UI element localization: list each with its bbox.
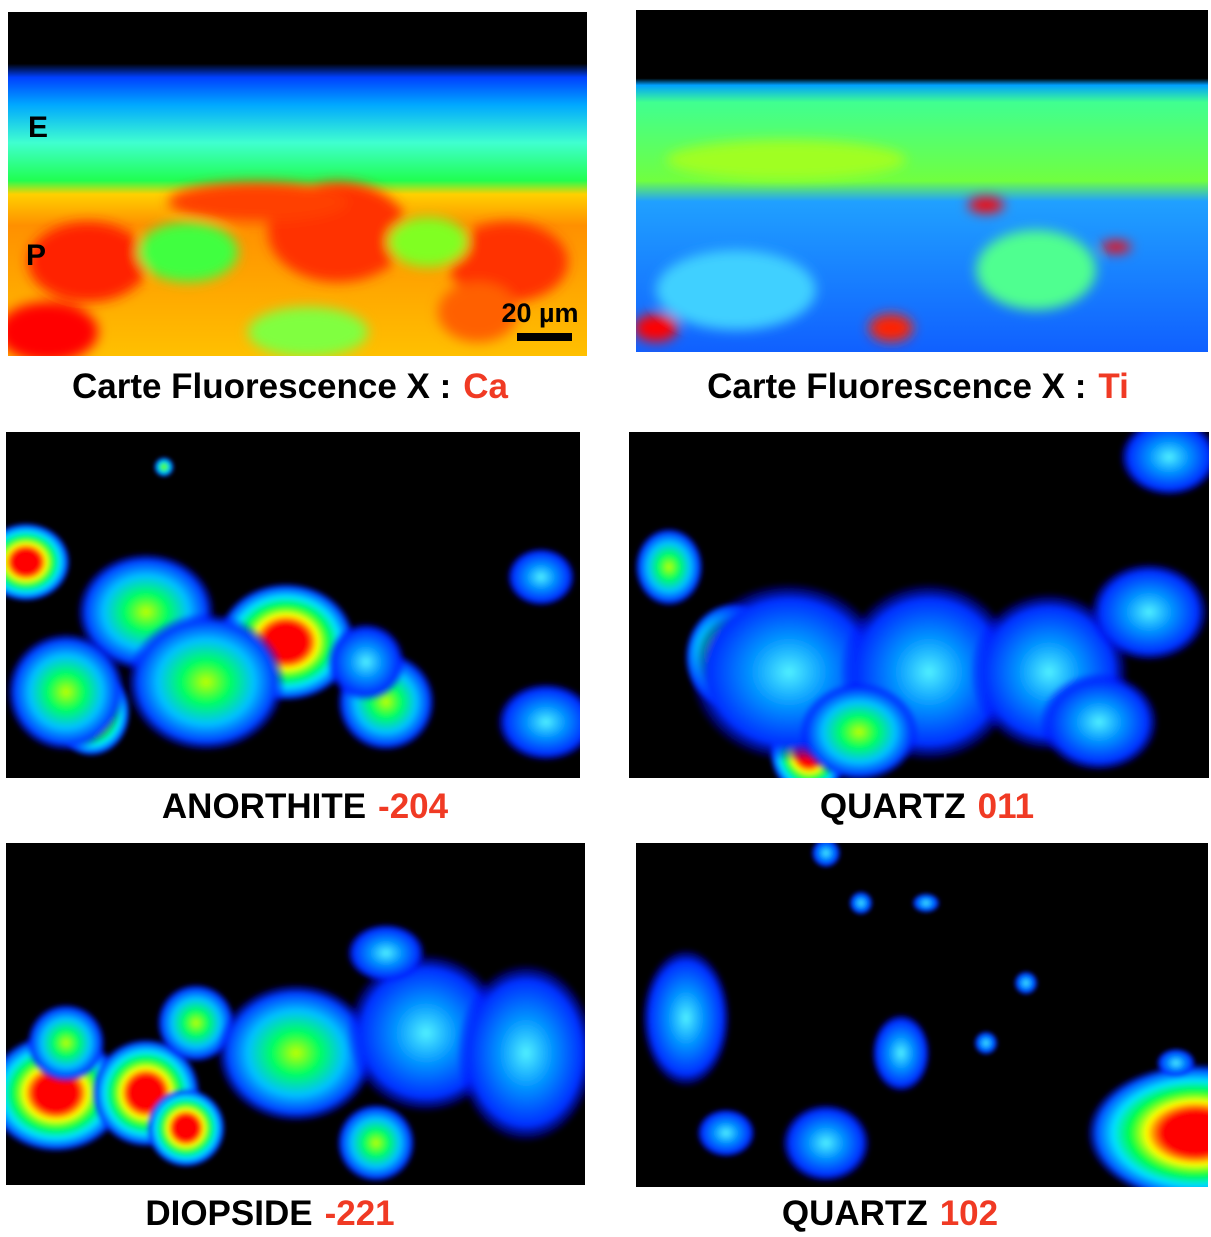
blob xyxy=(799,682,919,778)
blob xyxy=(1089,562,1209,662)
caption-text: DIOPSIDE xyxy=(145,1194,312,1232)
blob xyxy=(1119,432,1209,497)
blob xyxy=(641,948,731,1088)
caption-text: Carte Fluorescence X : xyxy=(707,367,1086,406)
intensity-blobs xyxy=(6,923,585,1183)
caption-text: QUARTZ xyxy=(820,787,966,826)
blob xyxy=(456,963,585,1143)
blob xyxy=(1039,672,1159,772)
blob xyxy=(248,307,368,356)
blob xyxy=(1014,971,1038,995)
caption-highlight: Ti xyxy=(1098,367,1128,406)
layer-label: E xyxy=(28,111,48,144)
caption: Carte Fluorescence X : Ti xyxy=(707,367,1129,406)
blob xyxy=(26,1003,106,1083)
caption-highlight: Ca xyxy=(463,367,508,406)
blob xyxy=(126,612,286,752)
blob xyxy=(154,457,174,477)
scale-bar-label: 20 µm xyxy=(501,298,578,328)
intensity-blobs xyxy=(634,432,1209,778)
intensity-blobs xyxy=(6,457,580,762)
intensity-blobs xyxy=(8,182,568,356)
heatmap-image xyxy=(636,843,1208,1187)
blob xyxy=(912,893,940,913)
blob xyxy=(156,983,236,1063)
blob xyxy=(871,1013,931,1093)
scale-bar xyxy=(517,333,572,341)
blob xyxy=(336,1103,416,1183)
blob xyxy=(634,527,704,607)
blob xyxy=(1156,1048,1196,1078)
heatmap-image xyxy=(636,10,1208,352)
blob xyxy=(438,282,518,342)
blob xyxy=(216,983,376,1123)
blob xyxy=(976,230,1096,310)
caption: ANORTHITE -204 xyxy=(162,787,449,826)
blob xyxy=(781,1103,871,1183)
blob xyxy=(496,682,580,762)
blob xyxy=(636,314,678,342)
caption-highlight: 102 xyxy=(940,1194,998,1232)
heatmap-image xyxy=(6,843,585,1185)
blob xyxy=(346,923,426,983)
blob xyxy=(6,632,126,752)
blob xyxy=(696,1108,756,1158)
caption: DIOPSIDE -221 xyxy=(145,1194,394,1232)
blob xyxy=(326,622,406,702)
heatmap-image xyxy=(6,432,580,778)
blob xyxy=(666,140,906,180)
caption: QUARTZ 102 xyxy=(782,1194,998,1232)
blob xyxy=(388,217,468,267)
blob xyxy=(1086,1063,1208,1187)
blob xyxy=(849,891,873,915)
heatmap-image xyxy=(8,12,587,356)
caption-text: QUARTZ xyxy=(782,1194,928,1232)
intensity-blobs xyxy=(636,140,1131,342)
blob xyxy=(168,182,348,222)
blob xyxy=(6,522,71,602)
layer-label: P xyxy=(26,239,46,272)
blob xyxy=(811,843,841,868)
caption-highlight: 011 xyxy=(978,787,1034,826)
caption-highlight: -204 xyxy=(378,787,449,826)
blob xyxy=(506,547,576,607)
blob xyxy=(656,250,816,330)
blob xyxy=(968,197,1004,213)
blob xyxy=(138,222,238,282)
intensity-blobs xyxy=(641,843,1208,1187)
caption-text: Carte Fluorescence X : xyxy=(72,367,451,406)
caption-text: ANORTHITE xyxy=(162,787,366,826)
blob xyxy=(146,1088,226,1168)
blob xyxy=(8,302,98,356)
caption-highlight: -221 xyxy=(325,1194,395,1232)
heatmap-image xyxy=(629,432,1209,778)
caption: QUARTZ 011 xyxy=(820,787,1034,826)
blob xyxy=(869,314,913,342)
caption: Carte Fluorescence X : Ca xyxy=(72,367,509,406)
blob xyxy=(974,1031,998,1055)
blob xyxy=(1101,241,1131,253)
blob xyxy=(28,222,148,302)
